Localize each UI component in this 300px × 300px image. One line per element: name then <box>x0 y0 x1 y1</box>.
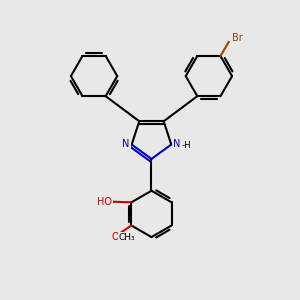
Text: CH₃: CH₃ <box>119 233 136 242</box>
Text: Br: Br <box>232 33 243 43</box>
Text: O: O <box>111 232 119 242</box>
Text: HO: HO <box>97 197 112 207</box>
Text: N: N <box>173 139 181 149</box>
Text: N: N <box>122 139 130 149</box>
Text: -H: -H <box>182 141 191 150</box>
